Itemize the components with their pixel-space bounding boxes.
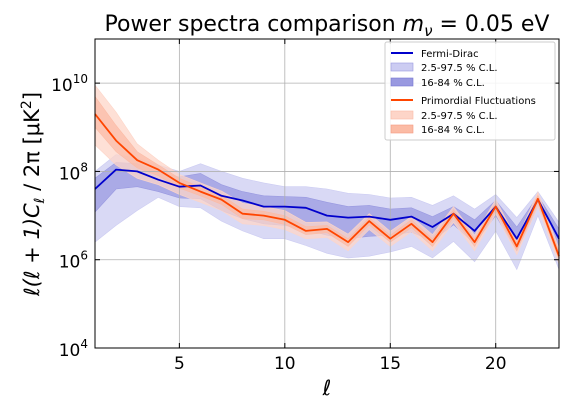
- x-axis-ticks: 5 10 15 20: [174, 39, 507, 374]
- legend: Fermi-Dirac 2.5-97.5 % C.L. 16-84 % C.L.…: [384, 41, 556, 141]
- primordial-fluctuations-median-line: [94, 113, 560, 257]
- legend-fd-inner-label: 16-84 % C.L.: [421, 78, 485, 89]
- legend-pf-inner-label: 16-84 % C.L.: [421, 125, 485, 136]
- legend-pf-outer-label: 2.5-97.5 % C.L.: [421, 111, 498, 122]
- y-tick-label: 104: [59, 337, 88, 361]
- median-lines: [94, 113, 560, 257]
- y-tick-label: 106: [59, 249, 88, 273]
- legend-pf-inner-swatch: [390, 124, 414, 134]
- fermi-dirac-median-line: [94, 168, 560, 240]
- legend-fd-inner-swatch: [390, 77, 414, 87]
- x-tick-label: 10: [274, 354, 296, 374]
- legend-fd-label: Fermi-Dirac: [421, 49, 479, 60]
- y-axis-label: ℓ(ℓ + 1)Cℓ / 2π [μK2]: [19, 92, 48, 297]
- legend-pf-outer-swatch: [390, 110, 414, 120]
- y-tick-label: 1010: [51, 72, 88, 96]
- y-tick-label: 108: [59, 160, 88, 184]
- x-tick-label: 5: [174, 354, 185, 374]
- x-axis-label: ℓ: [322, 376, 332, 400]
- legend-box: [384, 41, 556, 141]
- x-tick-label: 15: [379, 354, 401, 374]
- legend-pf-label: Primordial Fluctuations: [421, 96, 536, 107]
- plot-frame: [94, 38, 560, 349]
- y-axis-ticks: 104 106 108 1010: [51, 72, 559, 361]
- legend-fd-outer-label: 2.5-97.5 % C.L.: [421, 63, 498, 74]
- legend-fd-outer-swatch: [390, 62, 414, 72]
- x-tick-label: 20: [485, 354, 507, 374]
- chart-title: Power spectra comparison mν = 0.05 eV: [105, 12, 550, 40]
